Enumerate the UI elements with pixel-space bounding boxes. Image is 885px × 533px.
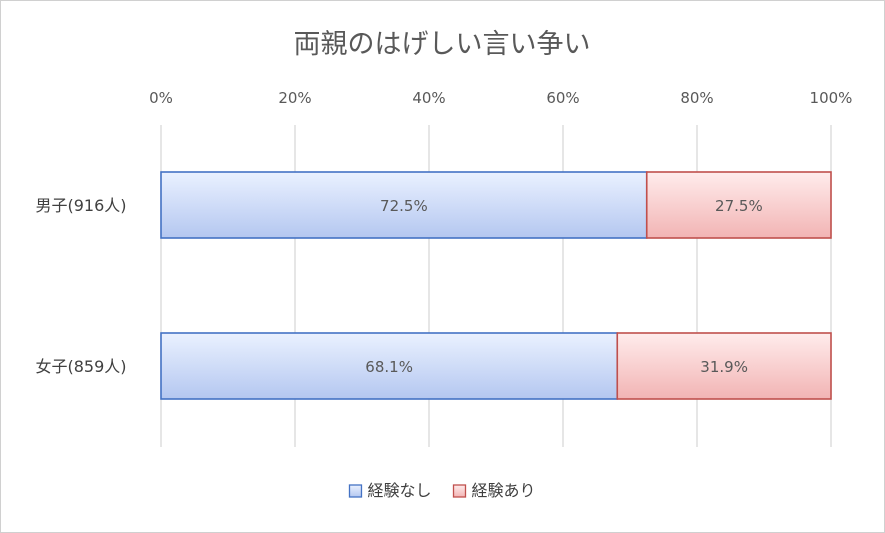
legend-swatch bbox=[452, 484, 467, 498]
legend-swatch bbox=[348, 484, 363, 498]
category-label: 男子(916人) bbox=[35, 196, 126, 215]
x-tick-label: 0% bbox=[149, 89, 173, 107]
category-label: 女子(859人) bbox=[35, 357, 126, 376]
x-tick-label: 20% bbox=[278, 89, 311, 107]
legend-item: 経験あり bbox=[452, 481, 536, 500]
bar-segment bbox=[160, 171, 648, 239]
x-tick-label: 100% bbox=[810, 89, 853, 107]
x-tick-label: 60% bbox=[546, 89, 579, 107]
bar-segment bbox=[645, 171, 832, 239]
data-label: 27.5% bbox=[715, 197, 763, 215]
x-axis-tick-labels: 0% 20% 40% 60% 80% 100% bbox=[149, 89, 852, 107]
bar-segment bbox=[616, 332, 832, 400]
x-tick-label: 40% bbox=[412, 89, 445, 107]
legend-item: 経験なし bbox=[348, 481, 432, 500]
legend-label: 経験なし bbox=[367, 481, 431, 500]
legend-label: 経験あり bbox=[472, 481, 536, 500]
category-labels: 男子(916人) 女子(859人) bbox=[35, 196, 126, 376]
legend: 経験なし 経験あり bbox=[348, 481, 536, 500]
x-tick-label: 80% bbox=[680, 89, 713, 107]
bars: 72.5% 27.5% 68.1% 31.9% bbox=[160, 171, 832, 400]
chart-title: 両親のはげしい言い争い bbox=[294, 29, 591, 60]
data-label: 68.1% bbox=[365, 358, 413, 376]
data-label: 72.5% bbox=[380, 197, 428, 215]
data-label: 31.9% bbox=[700, 358, 748, 376]
